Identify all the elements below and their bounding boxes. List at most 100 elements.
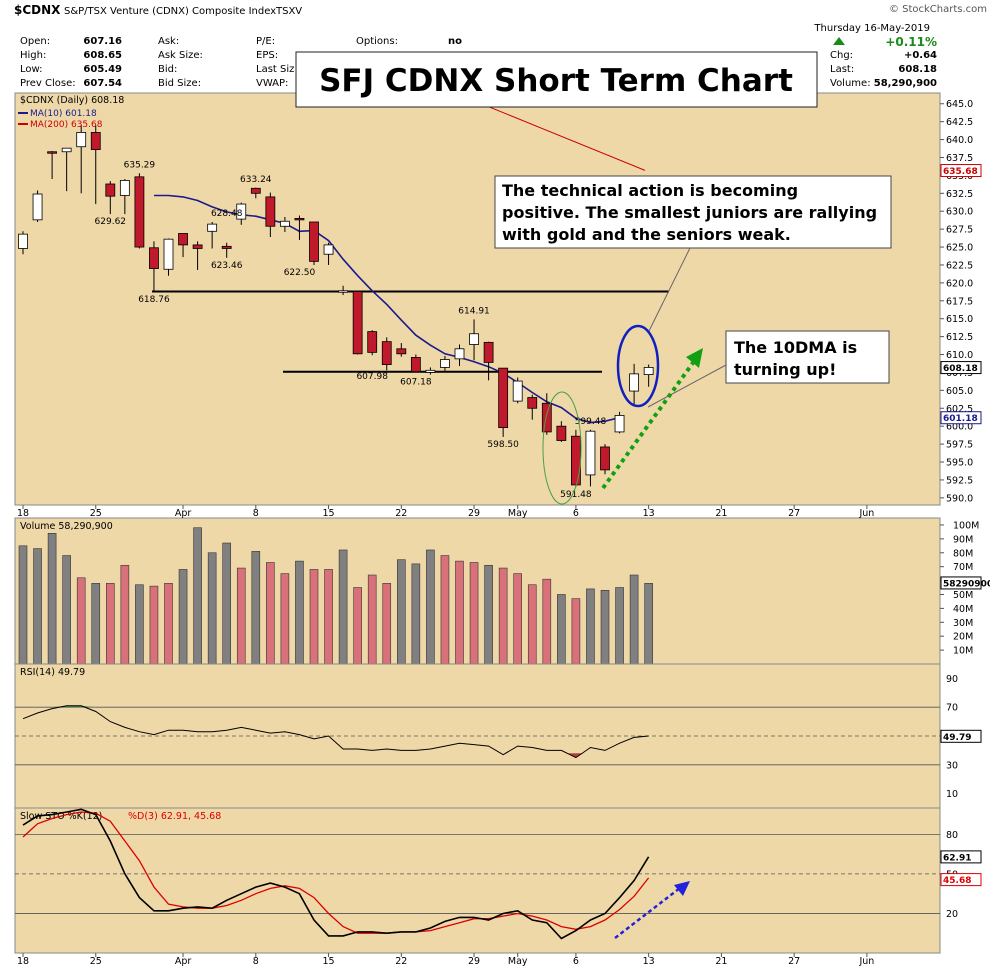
candle-body [207,223,218,232]
candle-body [236,203,247,220]
index-description: S&P/TSX Venture (CDNX) Composite Index [64,6,276,17]
candle-body [178,233,188,246]
options-value: no [448,36,462,47]
candle-body [512,380,523,402]
up-arrow-icon [833,37,845,45]
stoch-k-line [22,808,650,940]
candle-body [221,245,232,249]
volume-bar [18,545,28,665]
volume-bar [164,583,173,665]
candle-body [309,221,319,262]
header: $CDNX S&P/TSX Venture (CDNX) Composite I… [14,3,987,89]
rsi-oversold-fill [568,753,584,758]
candle-body [367,331,378,353]
candle-body [440,359,450,368]
rsi-tag-bg [940,729,982,743]
stoch-d-tag-bg [940,873,982,887]
volume-y-tick-label: 10M [953,646,973,657]
header-field-label: Last Siz [256,64,294,75]
x-tick-label: 8 [253,508,259,519]
x-tick-label: 18 [17,956,29,967]
last-price-tag-bg [940,361,982,375]
volume-y-tick-label: 40M [953,604,973,615]
date-label: Thursday 16-May-2019 [813,23,930,34]
volume-bar [47,532,57,665]
candle-body [76,132,87,148]
candle-body [149,247,159,269]
rsi-y-tick-label: 30 [946,760,958,771]
candle-body [571,435,581,486]
volume-bar [527,584,537,665]
volume-bar [411,563,421,665]
volume-bar [353,587,362,665]
price-point-label: 607.98 [356,372,388,382]
header-field-label: P/E: [256,36,275,47]
x-tick-label: 22 [395,956,407,967]
volume-bar [222,542,231,665]
price-panel: 645.0642.5640.0637.5635.0632.5630.0627.5… [14,92,982,506]
last-price-tag: 608.18 [943,364,978,374]
volume-bar [469,562,479,665]
x-tick-label: May [508,508,528,519]
candle-body [425,369,436,373]
volume-bar [484,564,493,665]
price-point-label: 623.46 [211,261,243,271]
candle-body [32,193,43,221]
volume-bar [62,555,71,665]
header-field-label: Low: [20,64,43,75]
volume-bar [571,598,581,665]
volume-bar [367,574,377,665]
candle-body [61,147,72,153]
price-y-tick-label: 625.0 [946,243,973,254]
x-tick-label: 29 [468,956,480,967]
candle-body [294,217,305,221]
price-y-tick-label: 630.0 [946,207,973,218]
price-y-tick-label: 640.0 [946,135,973,146]
price-point-label: 633.24 [240,175,272,185]
title-text: SFJ CDNX Short Term Chart [319,63,793,99]
volume-bar [178,569,188,665]
header-field-label: Chg: [830,50,853,61]
volume-bar [557,594,566,665]
price-y-tick-label: 610.0 [946,350,973,361]
rsi-tag: 49.79 [943,733,971,743]
header-field-value: 608.65 [83,50,122,61]
technical-callout-line: with gold and the seniors weak. [502,225,791,244]
candle-body [279,220,290,227]
price-y-tick-label: 590.0 [946,493,973,504]
price-legend-main: $CDNX (Daily) 608.18 [20,95,124,106]
technical-callout-pointer [647,247,691,334]
candle-body [600,446,610,471]
x-tick-label: 27 [788,956,800,967]
candle-body [18,233,28,249]
price-y-tick-label: 627.5 [946,225,973,236]
volume-bar [644,583,653,665]
x-tick-label: 13 [643,508,655,519]
volume-bar [586,588,595,665]
volume-bar [193,527,202,665]
candle-body [381,341,392,365]
candle-body [527,397,538,409]
ma200-tag-bg [940,164,982,178]
header-field-value: 607.16 [83,36,122,47]
x-tick-label: 21 [715,956,727,967]
candle-body [265,196,276,227]
candle-body [163,238,174,270]
header-field-value: +0.64 [904,50,937,61]
price-y-tick-label: 602.5 [946,404,973,415]
volume-bar [309,569,319,665]
x-tick-label: 6 [573,508,579,519]
candle-body [396,348,407,355]
x-tick-label: 18 [17,508,29,519]
volume-y-tick-label: 50M [953,590,973,601]
volume-bar [135,584,144,665]
volume-y-tick-label: 30M [953,618,973,629]
x-tick-label: 21 [715,508,727,519]
stoch-panel-bg [14,807,941,954]
candle-body [556,425,567,441]
candle-body [250,187,261,194]
ma200-legend: MA(200) 635.68 [30,120,103,130]
volume-bar [513,573,523,665]
